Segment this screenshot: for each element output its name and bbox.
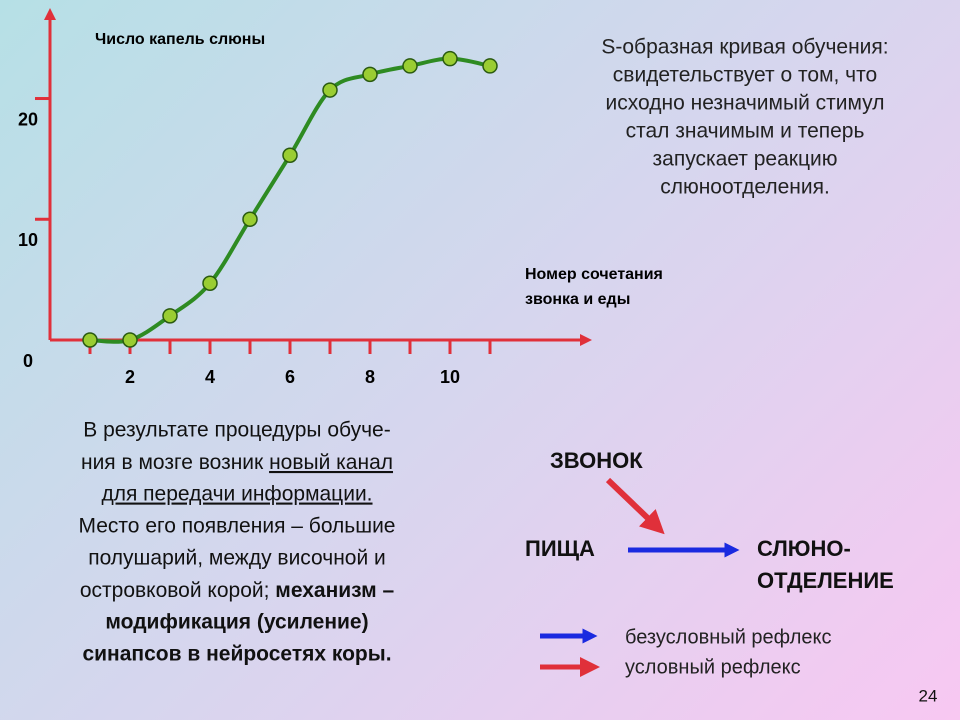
curve [89,56,491,344]
body-text: В результате процедуры обуче- [83,419,390,442]
y-tick-label: 20 [18,109,38,129]
body-text: островковой корой; [80,579,275,602]
x-tick-label: 4 [205,367,215,387]
caption: стал значимым и теперь [626,120,865,143]
body-bold: механизм – [275,579,394,602]
caption: S-образная кривая обучения: [601,36,888,59]
body-underlined: новый канал [269,451,393,474]
body-text: островковой корой; механизм – [80,579,395,602]
body-bold: модификация (усиление) [105,611,368,634]
body-underlined: для передачи информации. [101,483,372,506]
page-number: 24 [919,686,938,705]
x-tick-label: 10 [440,367,460,387]
legend-label: условный рефлекс [625,656,801,678]
point [242,211,258,228]
point [122,332,138,348]
body-text: полушарий, между височной и [88,547,386,570]
point [282,147,298,164]
x-axis-label: звонка и еды [525,291,630,308]
caption: исходно незначимый стимул [606,92,885,115]
point [362,66,378,83]
legend-label: безусловный рефлекс [625,626,831,648]
point [322,82,338,98]
y-axis-label: Число капель слюны [95,31,265,48]
diagram-label: ПИЩА [525,536,595,561]
x-axis-label: Номер сочетания [525,266,663,283]
diagram-label: ОТДЕЛЕНИЕ [757,568,894,593]
x-tick-label: 6 [285,367,295,387]
diagram-label: СЛЮНО- [757,536,851,561]
point [162,308,178,324]
x-tick-label: 8 [365,367,375,387]
caption: запускает реакцию [653,148,838,171]
point [202,275,218,292]
body-text: Место его появления – большие [79,515,396,538]
body-text: ния в мозге возник новый канал [81,451,393,474]
point [442,50,458,67]
y-tick-label: 10 [18,230,38,250]
point [82,332,98,348]
x-tick-label: 2 [125,367,135,387]
diagram-label: ЗВОНОК [550,448,643,473]
caption: слюноотделения. [660,176,830,199]
body-bold: синапсов в нейросетях коры. [82,643,391,666]
conditioned-arrow [605,477,665,535]
body-text: ния в мозге возник [81,451,269,474]
point [402,58,418,74]
point [482,58,498,74]
caption: свидетельствует о том, что [613,64,877,87]
y-tick-label: 0 [23,351,33,371]
